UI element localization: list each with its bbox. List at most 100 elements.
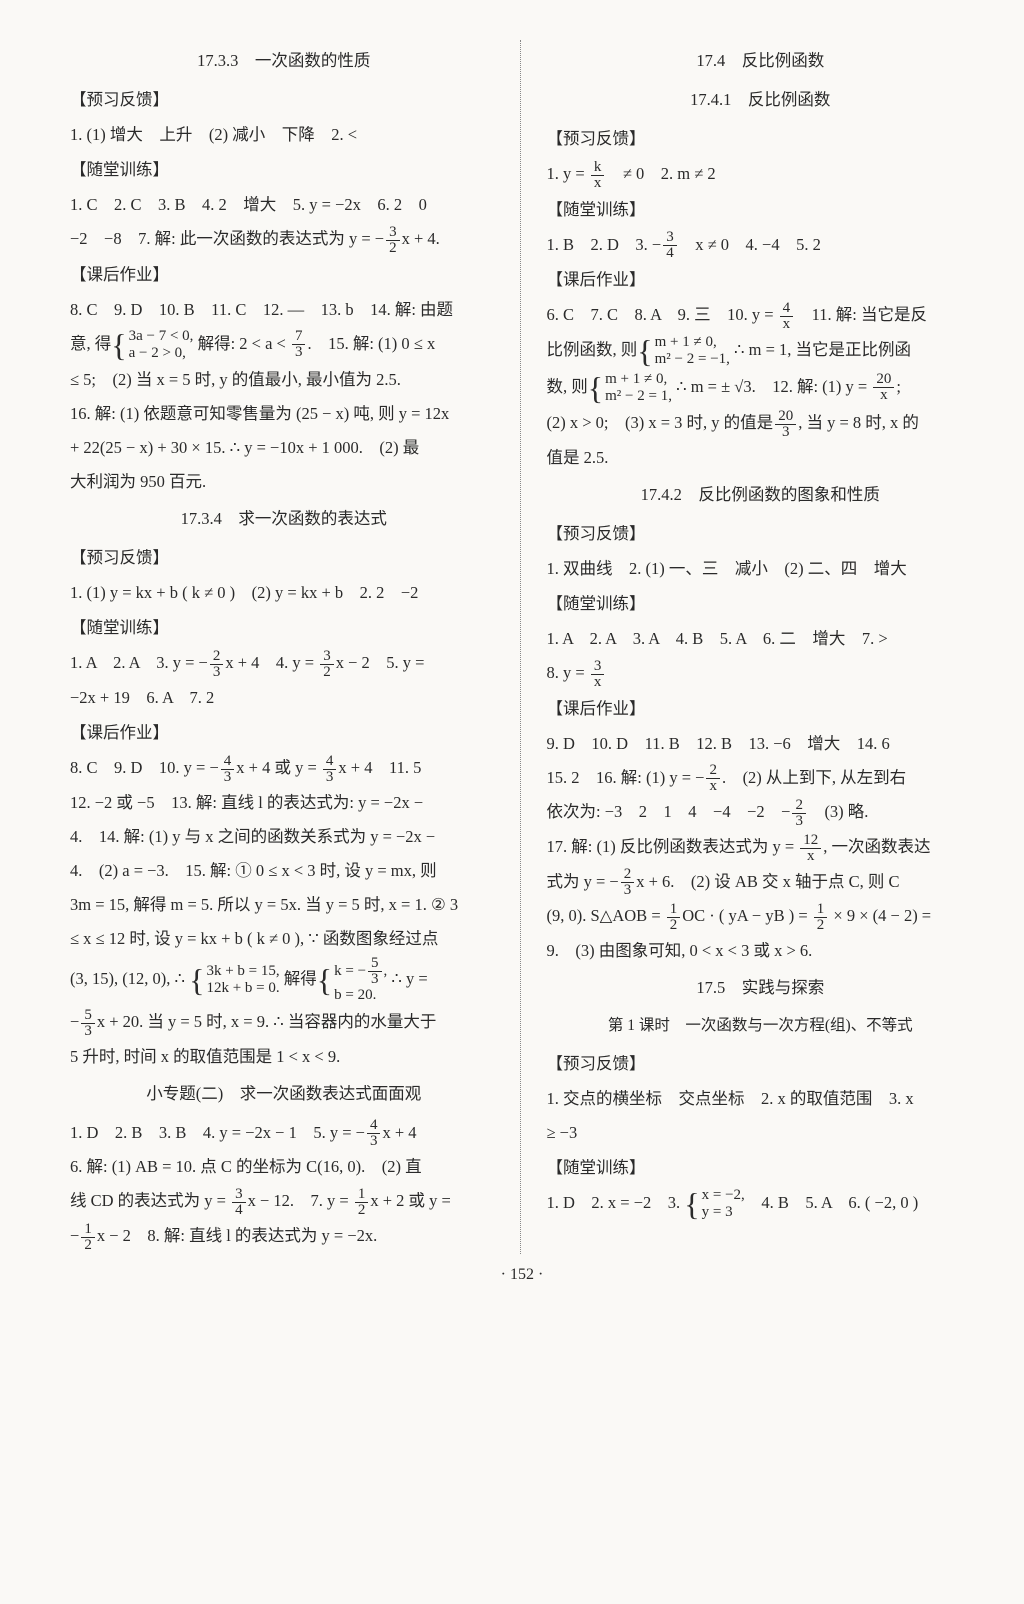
heading-preview: 【预习反馈】 (70, 541, 498, 574)
text: x − 12. 7. y = (248, 1191, 353, 1210)
text: 比例函数, 则 (547, 340, 638, 359)
text: 6. C 7. C 8. A 9. 三 10. y = (547, 305, 778, 324)
text: (2) x > 0; (3) x = 3 时, y 的值是 (547, 413, 774, 432)
heading-class: 【随堂训练】 (547, 1151, 975, 1184)
text: x − 2 5. y = (336, 653, 425, 672)
text-line: (3, 15), (12, 0), ∴ {3k + b = 15,12k + b… (70, 956, 498, 1004)
text: x ≠ 0 4. −4 5. 2 (679, 235, 821, 254)
text: 1. y = (547, 164, 589, 183)
text-line: −2 −8 7. 解: 此一次函数的表达式为 y = −32x + 4. (70, 222, 498, 256)
text-line: −12x − 2 8. 解: 直线 l 的表达式为 y = −2x. (70, 1219, 498, 1253)
brace-icon: { (317, 964, 332, 996)
text: 式为 y = − (547, 872, 619, 891)
fraction: 32 (320, 649, 334, 680)
text-line: 1. y = kx ≠ 0 2. m ≠ 2 (547, 157, 975, 191)
fraction: 32 (386, 225, 400, 256)
text: x + 4 或 y = (236, 758, 321, 777)
text-line: 线 CD 的表达式为 y = 34x − 12. 7. y = 12x + 2 … (70, 1184, 498, 1218)
fraction: 203 (775, 409, 796, 440)
heading-preview: 【预习反馈】 (547, 1047, 975, 1080)
text-line: 3m = 15, 解得 m = 5. 所以 y = 5x. 当 y = 5 时,… (70, 888, 498, 921)
two-column-layout: 17.3.3 一次函数的性质 【预习反馈】 1. (1) 增大 上升 (2) 减… (70, 40, 974, 1254)
text: x + 4 (382, 1123, 416, 1142)
fraction: 34 (232, 1187, 246, 1218)
text: x + 4 11. 5 (338, 758, 421, 777)
text-line: 17. 解: (1) 反比例函数表达式为 y = 12x, 一次函数表达 (547, 830, 975, 864)
text: (3) 略. (808, 802, 869, 821)
fraction: 3x (591, 659, 605, 690)
text: x + 6. (2) 设 AB 交 x 轴于点 C, 则 C (636, 872, 899, 891)
text: × 9 × (4 − 2) = (829, 906, 931, 925)
text-line: 4. (2) a = −3. 15. 解: ① 0 ≤ x < 3 时, 设 y… (70, 854, 498, 887)
fraction: 12 (355, 1187, 369, 1218)
text: 8. y = (547, 663, 589, 682)
cases: 3a − 7 < 0,a − 2 > 0, (129, 328, 194, 363)
text-line: 1. D 2. B 3. B 4. y = −2x − 1 5. y = −43… (70, 1116, 498, 1150)
text-line: (2) x > 0; (3) x = 3 时, y 的值是203, 当 y = … (547, 406, 975, 440)
heading-homework: 【课后作业】 (70, 258, 498, 291)
fraction: 12 (814, 902, 828, 933)
text-line: 比例函数, 则{m + 1 ≠ 0,m² − 2 = −1, ∴ m = 1, … (547, 333, 975, 368)
fraction: 23 (621, 867, 635, 898)
text-line: 16. 解: (1) 依题意可知零售量为 (25 − x) 吨, 则 y = 1… (70, 397, 498, 430)
text: ∴ y = (387, 969, 427, 988)
cases: m + 1 ≠ 0,m² − 2 = −1, (655, 334, 730, 369)
text-line: 6. C 7. C 8. A 9. 三 10. y = 4x 11. 解: 当它… (547, 298, 975, 332)
text: −2 −8 7. 解: 此一次函数的表达式为 y = − (70, 229, 384, 248)
heading-class: 【随堂训练】 (70, 611, 498, 644)
text-line: 大利润为 950 百元. (70, 465, 498, 498)
text-line: 1. A 2. A 3. A 4. B 5. A 6. 二 增大 7. > (547, 622, 975, 655)
text-line: 1. 双曲线 2. (1) 一、三 减小 (2) 二、四 增大 (547, 552, 975, 585)
section-title: 17.5 实践与探索 (547, 971, 975, 1004)
text: OC · ( yA − yB ) = (682, 906, 812, 925)
section-title: 17.4.1 反比例函数 (547, 83, 975, 116)
text: . 15. 解: (1) 0 ≤ x (307, 334, 435, 353)
text: 17. 解: (1) 反比例函数表达式为 y = (547, 837, 799, 856)
text: x + 4 4. y = (225, 653, 318, 672)
fraction: 2x (706, 763, 720, 794)
text-line: 1. D 2. x = −2 3. {x = −2,y = 3 4. B 5. … (547, 1186, 975, 1221)
text: x + 2 或 y = (370, 1191, 451, 1210)
heading-preview: 【预习反馈】 (547, 517, 975, 550)
text-line: ≤ 5; (2) 当 x = 5 时, y 的值最小, 最小值为 2.5. (70, 363, 498, 396)
text-line: 8. C 9. D 10. y = −43x + 4 或 y = 43x + 4… (70, 751, 498, 785)
page: 17.3.3 一次函数的性质 【预习反馈】 1. (1) 增大 上升 (2) 减… (0, 0, 1024, 1604)
text: , 当 y = 8 时, x 的 (798, 413, 919, 432)
fraction: 43 (367, 1118, 381, 1149)
section-title: 17.4 反比例函数 (547, 44, 975, 77)
section-title: 17.3.4 求一次函数的表达式 (70, 502, 498, 535)
text-line: 依次为: −3 2 1 4 −4 −2 −23 (3) 略. (547, 795, 975, 829)
text: ∴ m = 1, 当它是正比例函 (730, 340, 911, 359)
text: (9, 0). S△AOB = (547, 906, 665, 925)
text-line: 4. 14. 解: (1) y 与 x 之间的函数关系式为 y = −2x − (70, 820, 498, 853)
text: x − 2 8. 解: 直线 l 的表达式为 y = −2x. (97, 1226, 377, 1245)
heading-homework: 【课后作业】 (547, 692, 975, 725)
heading-class: 【随堂训练】 (547, 193, 975, 226)
text: . (2) 从上到下, 从左到右 (722, 768, 906, 787)
text: 数, 则 (547, 377, 588, 396)
cases: 3k + b = 15,12k + b = 0. (206, 963, 279, 998)
fraction: 12 (667, 902, 681, 933)
text-line: 值是 2.5. (547, 441, 975, 474)
text: 解得: 2 < a < (198, 334, 290, 353)
fraction: 23 (792, 798, 806, 829)
heading-preview: 【预习反馈】 (547, 122, 975, 155)
left-column: 17.3.3 一次函数的性质 【预习反馈】 1. (1) 增大 上升 (2) 减… (70, 40, 516, 1254)
fraction: 34 (663, 230, 677, 261)
text-line: 意, 得{3a − 7 < 0,a − 2 > 0, 解得: 2 < a < 7… (70, 327, 498, 362)
fraction: 12 (81, 1222, 95, 1253)
right-column: 17.4 反比例函数 17.4.1 反比例函数 【预习反馈】 1. y = kx… (525, 40, 975, 1254)
fraction: 43 (221, 754, 235, 785)
text-line: −2x + 19 6. A 7. 2 (70, 681, 498, 714)
text: 1. D 2. x = −2 3. (547, 1193, 685, 1212)
text: 1. B 2. D 3. − (547, 235, 662, 254)
text: − (70, 1226, 79, 1245)
text-line: + 22(25 − x) + 30 × 15. ∴ y = −10x + 1 0… (70, 431, 498, 464)
text-line: 1. C 2. C 3. B 4. 2 增大 5. y = −2x 6. 2 0 (70, 188, 498, 221)
text: 15. 2 16. 解: (1) y = − (547, 768, 705, 787)
fraction: 23 (210, 649, 224, 680)
text-line: ≥ −3 (547, 1116, 975, 1149)
heading-preview: 【预习反馈】 (70, 83, 498, 116)
cases: k = −53,b = 20. (334, 956, 387, 1004)
fraction: 4x (780, 301, 794, 332)
